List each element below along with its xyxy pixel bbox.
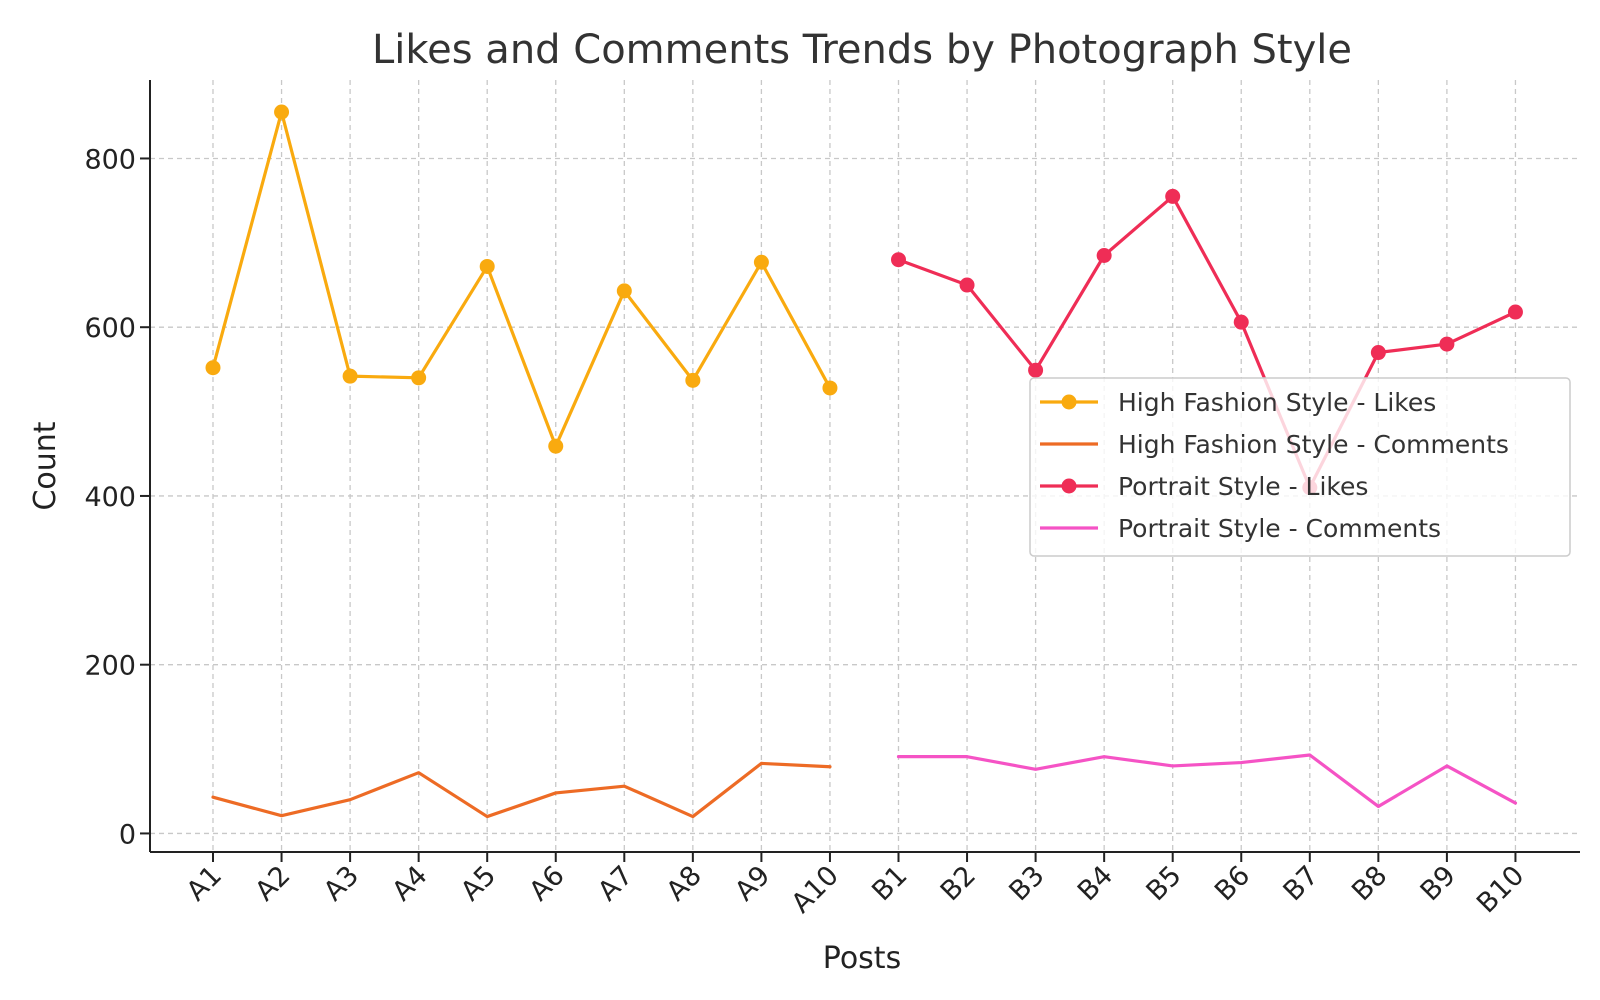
data-point-0-A8	[685, 372, 701, 388]
x-tick-label-B9: B9	[1415, 860, 1462, 907]
x-tick-label-B3: B3	[1003, 860, 1050, 907]
data-point-0-A9	[753, 254, 769, 270]
data-point-2-B6	[1233, 314, 1249, 330]
data-point-2-B3	[1028, 362, 1044, 378]
legend-label-3: Portrait Style - Comments	[1118, 514, 1441, 543]
data-point-0-A2	[274, 104, 290, 120]
data-point-0-A10	[822, 380, 838, 396]
y-tick-label-200: 200	[84, 651, 136, 682]
x-tick-label-B1: B1	[866, 860, 913, 907]
x-axis-label: Posts	[823, 941, 901, 976]
x-tick-label-B7: B7	[1278, 860, 1325, 907]
series-line-1	[211, 761, 832, 819]
data-point-0-A5	[479, 258, 495, 274]
data-point-2-B9	[1439, 336, 1455, 352]
series-line-3	[896, 753, 1518, 809]
x-tick-label-A3: A3	[318, 860, 365, 907]
y-axis-label: Count	[28, 421, 63, 510]
data-point-0-A4	[411, 370, 427, 386]
legend-marker-0	[1061, 394, 1077, 410]
x-tick-label-A6: A6	[524, 860, 571, 907]
legend: High Fashion Style - Likes High Fashion S…	[1029, 377, 1571, 557]
series-3	[896, 753, 1518, 809]
data-point-0-A3	[342, 368, 358, 384]
data-point-2-B10	[1507, 304, 1523, 320]
legend-box	[1029, 377, 1571, 557]
data-point-0-A6	[548, 438, 564, 454]
data-point-2-B2	[959, 277, 975, 293]
x-tick-label-B6: B6	[1209, 860, 1256, 907]
series-layer	[205, 104, 1523, 819]
y-tick-label-0: 0	[119, 819, 136, 850]
series-line-2	[896, 194, 1518, 490]
x-tick-label-A4: A4	[386, 860, 433, 907]
x-tick-label-A1: A1	[181, 860, 228, 907]
x-tick-label-B2: B2	[935, 860, 982, 907]
legend-label-2: Portrait Style - Likes	[1118, 472, 1368, 501]
x-tick-label-B5: B5	[1140, 860, 1187, 907]
data-point-2-B8	[1370, 345, 1386, 361]
chart-title: Likes and Comments Trends by Photograph …	[372, 27, 1352, 73]
x-tick-label-A10: A10	[786, 860, 845, 919]
x-tick-label-A7: A7	[592, 860, 639, 907]
x-tick-label-A2: A2	[249, 860, 296, 907]
y-tick-label-600: 600	[84, 313, 136, 344]
legend-marker-2	[1061, 478, 1077, 494]
x-tick-label-A8: A8	[661, 860, 708, 907]
series-1	[211, 761, 832, 819]
series-line-0	[211, 110, 832, 448]
data-point-2-B5	[1165, 188, 1181, 204]
x-tick-label-B4: B4	[1072, 860, 1119, 907]
y-tick-label-400: 400	[84, 482, 136, 513]
data-point-0-A7	[616, 283, 632, 299]
data-point-2-B4	[1096, 247, 1112, 263]
data-point-2-B1	[891, 252, 906, 268]
data-point-0-A1	[205, 360, 221, 376]
x-tick-label-B10: B10	[1471, 860, 1530, 919]
y-tick-label-800: 800	[84, 144, 136, 175]
x-tick-label-A5: A5	[455, 860, 502, 907]
x-tick-label-A9: A9	[729, 860, 776, 907]
grid	[150, 80, 1580, 852]
x-tick-label-B8: B8	[1346, 860, 1393, 907]
legend-label-1: High Fashion Style - Comments	[1118, 430, 1509, 459]
legend-label-0: High Fashion Style - Likes	[1118, 388, 1436, 417]
series-0	[205, 104, 838, 454]
series-2	[891, 188, 1523, 496]
